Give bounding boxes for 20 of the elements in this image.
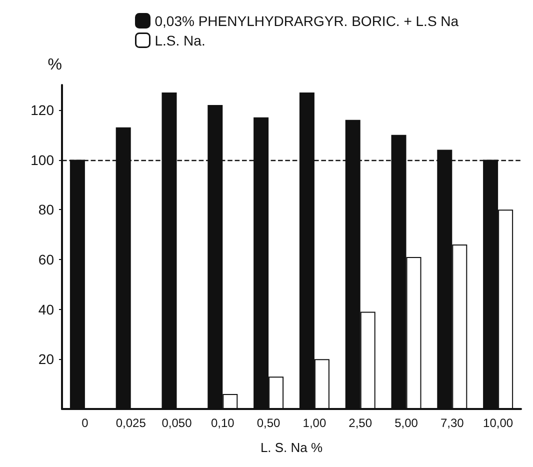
y-tick-label: 40 (38, 301, 54, 318)
x-tick-label: 0,50 (256, 416, 281, 430)
x-tick-label: 10,00 (483, 416, 514, 430)
y-tick-label: 120 (30, 102, 54, 118)
x-tick-label: 5,00 (394, 416, 418, 430)
x-tick-label: 0,025 (116, 416, 146, 430)
x-tick-label: 0 (82, 416, 89, 430)
legend-label: 0,03% PHENYLHYDRARGYR. BORIC. + L.S Na (154, 12, 459, 29)
x-tick-label: 2,50 (348, 416, 372, 430)
x-axis-title: L. S. Na % (260, 440, 324, 455)
x-tick-label: 7,30 (440, 416, 464, 430)
legend-label: L.S. Na. (154, 32, 206, 48)
y-tick-label: 100 (30, 152, 54, 168)
y-tick-label: 80 (38, 202, 54, 218)
x-tick-label: 1,00 (302, 416, 326, 430)
y-tick-label: 20 (38, 351, 54, 368)
y-axis-title: % (48, 56, 62, 74)
x-tick-label: 0,10 (210, 416, 235, 430)
x-tick-label: 0,050 (162, 416, 192, 430)
y-tick-label: 60 (38, 251, 54, 268)
